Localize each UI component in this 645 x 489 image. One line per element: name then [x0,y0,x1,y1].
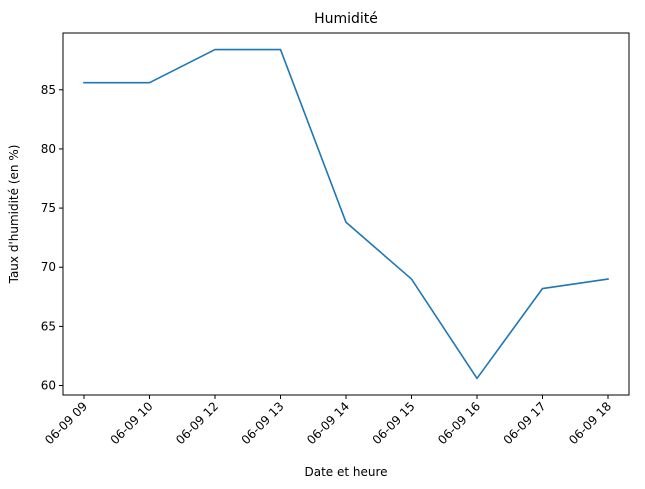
y-tick-label: 85 [41,83,56,97]
y-axis-label: Taux d'humidité (en %) [7,145,21,285]
data-point [214,48,216,50]
y-tick-label: 60 [41,379,56,393]
chart-title: Humidité [314,11,378,27]
x-axis-label: Date et heure [304,465,387,479]
data-point [476,377,478,379]
data-point [279,48,281,50]
series-line [83,48,609,380]
data-point [345,221,347,223]
data-point [410,278,412,280]
y-tick-label: 80 [41,142,56,156]
data-point [148,81,150,83]
data-point [83,81,85,83]
series-layer [83,48,609,380]
y-tick-label: 75 [41,201,56,215]
y-tick-label: 70 [41,260,56,274]
data-point [541,287,543,289]
y-tick-label: 65 [41,319,56,333]
data-point [607,278,609,280]
y-axis: 60 65 70 75 80 85 [41,83,63,393]
